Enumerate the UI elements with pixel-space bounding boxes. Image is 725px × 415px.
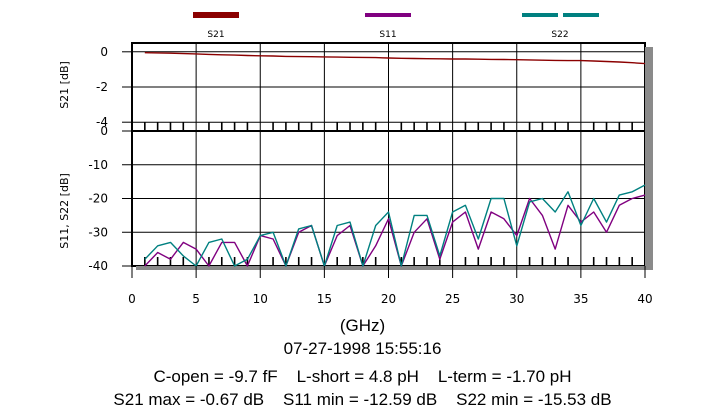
x-tick-label: 40: [637, 292, 652, 306]
y-tick-label: -20: [88, 192, 108, 206]
minor-ticks: [144, 122, 633, 266]
parameters-line: C-open = -9.7 fF L-short = 4.8 pH L-term…: [153, 367, 572, 386]
y-tick-label: 0: [100, 124, 108, 138]
timestamp: 07-27-1998 15:55:16: [283, 339, 442, 358]
chart-shadow-right: [645, 47, 653, 270]
series-line-s21: [144, 52, 646, 65]
x-tick-label: 15: [317, 292, 332, 306]
y-tick-label: -10: [88, 158, 108, 172]
s-parameter-chart: S21 S11 S22 0-2-40-10-20-30-40 0 5 10 15 20 2…: [58, 12, 653, 306]
y-tick-label: 0: [100, 45, 108, 59]
x-tick-label: 0: [128, 292, 136, 306]
chart-shadow-bottom: [136, 266, 653, 270]
y-tick-label: -30: [88, 225, 108, 239]
summary-line: S21 max = -0.67 dB S11 min = -12.59 dB S…: [113, 390, 612, 409]
series-line-s22: [144, 184, 646, 267]
x-tick-label: 30: [509, 292, 524, 306]
y-axis-label-top: S21 [dB]: [58, 61, 71, 109]
x-tick-label: 5: [192, 292, 200, 306]
x-tick-label: 10: [253, 292, 268, 306]
y-tick-label: -40: [88, 259, 108, 273]
x-axis-unit: (GHz): [339, 316, 386, 335]
series-line-s11: [144, 194, 646, 267]
x-tick-label: 25: [445, 292, 460, 306]
legend-label-s11: S11: [379, 30, 396, 40]
legend-label-s22: S22: [551, 30, 568, 40]
legend-swatch-s11: [365, 13, 411, 17]
legend: S21 S11 S22: [193, 12, 599, 40]
x-tick-label: 35: [573, 292, 588, 306]
grid: [132, 43, 645, 266]
legend-swatch-s21: [193, 12, 239, 18]
y-axis-label-bottom: S11, S22 [dB]: [58, 173, 71, 249]
y-tick-label: -2: [96, 80, 108, 94]
y-axis: 0-2-40-10-20-30-40: [88, 45, 132, 273]
y-tick-label: -4: [96, 115, 108, 129]
series: [144, 52, 646, 267]
legend-label-s21: S21: [207, 30, 224, 40]
x-axis: 0 5 10 15 20 25 30 35 40: [128, 266, 653, 306]
legend-swatch-s22-a: [522, 13, 558, 17]
x-tick-label: 20: [381, 292, 396, 306]
legend-swatch-s22-b: [563, 13, 599, 17]
